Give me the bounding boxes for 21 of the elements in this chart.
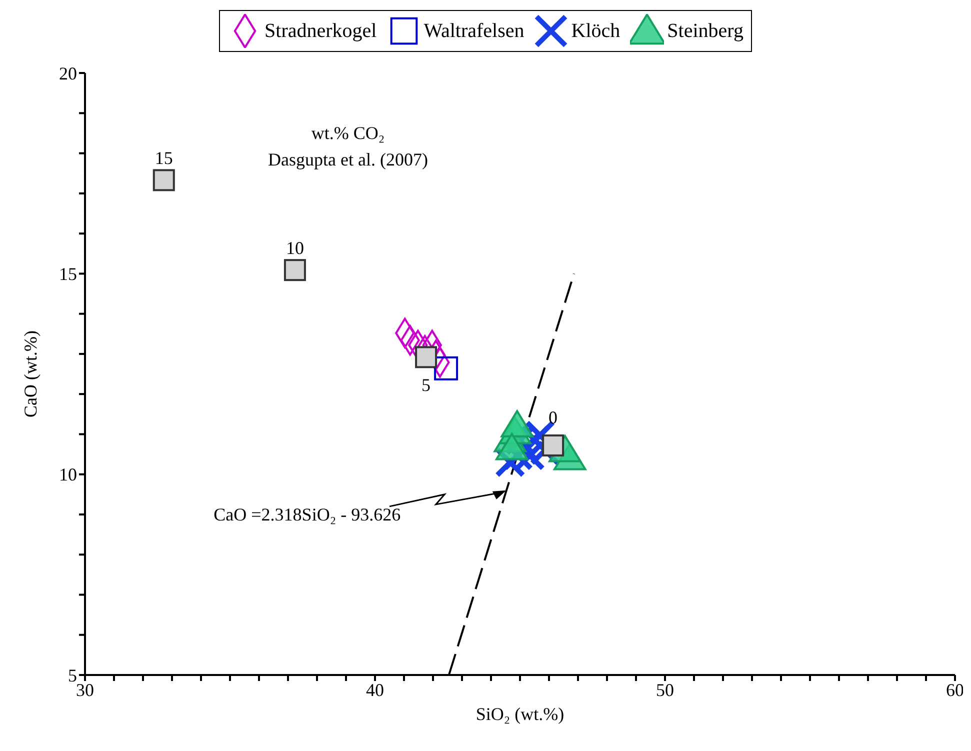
x-tick-label: 40 <box>366 680 384 700</box>
y-axis-title: CaO (wt.%) <box>20 330 40 418</box>
legend-label: Klöch <box>571 20 620 42</box>
legend-label: Stradnerkogel <box>264 20 377 42</box>
y-tick-label: 20 <box>59 63 77 84</box>
legend-label: Waltrafelsen <box>424 20 524 42</box>
x-tick-label: 60 <box>946 680 964 700</box>
y-tick-label: 10 <box>59 464 77 485</box>
annotation: 10 <box>286 238 304 258</box>
x-tick-label: 30 <box>76 680 94 700</box>
legend-label: Steinberg <box>667 20 744 42</box>
annotation: Dasgupta et al. (2007) <box>268 149 428 170</box>
y-tick-label: 15 <box>59 264 77 284</box>
annotation: CaO =2.318SiO₂ - 93.626 <box>214 504 401 524</box>
x-tick-label: 50 <box>656 680 674 700</box>
annotation: wt.% CO₂ <box>311 123 385 144</box>
annotation: 15 <box>154 148 173 168</box>
x-axis-title: SiO₂ (wt.%) <box>476 704 564 724</box>
annotation: 5 <box>422 375 431 396</box>
annotation: 0 <box>548 407 558 428</box>
y-tick-label: 5 <box>68 665 77 686</box>
